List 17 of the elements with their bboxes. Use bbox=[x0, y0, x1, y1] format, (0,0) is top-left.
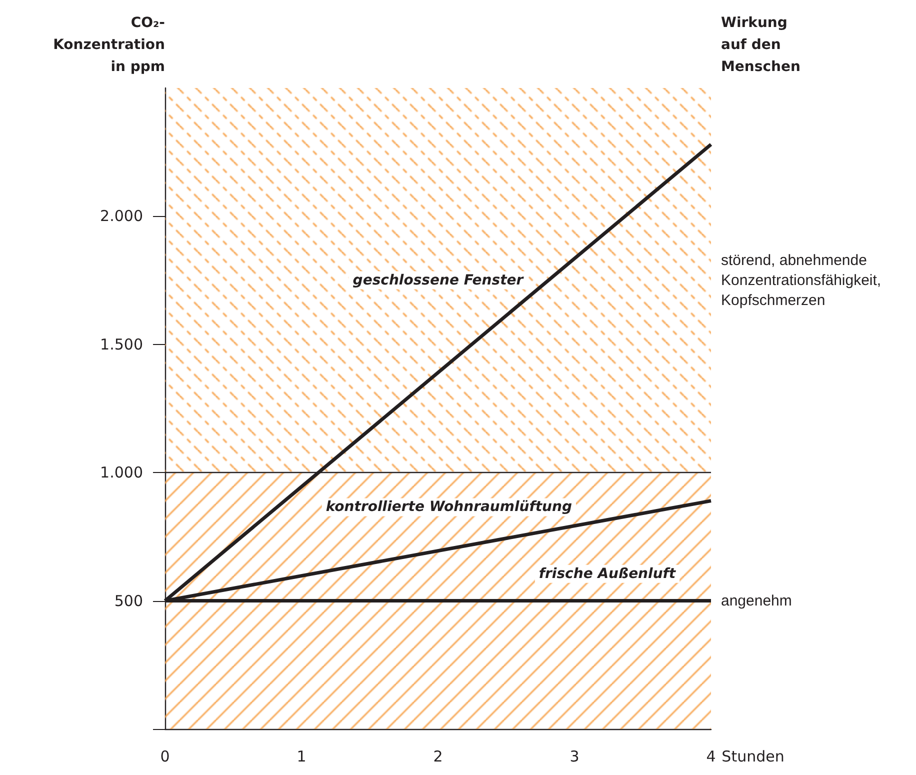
y2-axis-title: Wirkung auf den Menschen bbox=[721, 15, 800, 75]
x-tick-label: 3 bbox=[570, 748, 580, 766]
y-axis-title: CO₂- Konzentration in ppm bbox=[53, 15, 166, 75]
y-tick-label: 500 bbox=[114, 592, 143, 610]
y-tick-label: 1.000 bbox=[100, 464, 143, 482]
series-label: frische Außenluft bbox=[538, 566, 677, 582]
series-label: geschlossene Fenster bbox=[352, 272, 524, 288]
series-label: kontrollierte Wohnraumlüftung bbox=[326, 499, 572, 516]
x-tick-label: 4 bbox=[706, 748, 716, 766]
x-tick-label: 0 bbox=[160, 748, 170, 766]
band-label: störend, abnehmende Konzentrationsfähigkeit, Kopfschmerzen bbox=[721, 252, 886, 309]
y-tick-label: 2.000 bbox=[100, 207, 143, 226]
band-label: angenehm bbox=[721, 592, 792, 610]
x-tick-label: 2 bbox=[433, 748, 443, 766]
x-tick-label: 1 bbox=[296, 748, 306, 766]
y-tick-label: 1.500 bbox=[100, 335, 143, 354]
x-axis-title: Stunden bbox=[722, 748, 784, 766]
